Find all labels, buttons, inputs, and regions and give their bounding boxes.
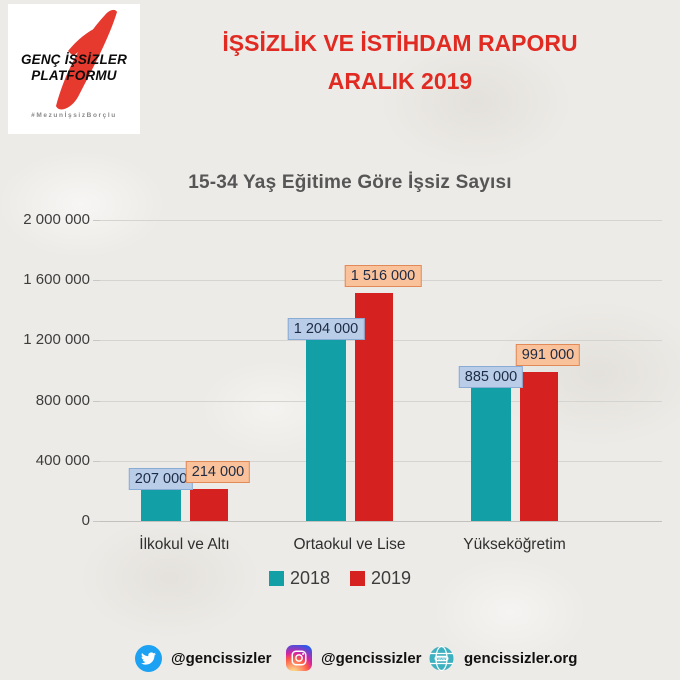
legend-swatch bbox=[350, 570, 365, 586]
instagram-handle: @gencissizler bbox=[321, 649, 422, 667]
twitter-item: @gencissizler bbox=[135, 640, 272, 676]
bar-value-label: 207 000 bbox=[128, 467, 194, 490]
chart-legend: 2018 2019 bbox=[0, 566, 680, 590]
x-category-label: İlkokul ve Altı bbox=[139, 536, 230, 553]
bar-2019-0 bbox=[190, 488, 228, 521]
y-axis-tick bbox=[93, 220, 100, 221]
instagram-icon bbox=[286, 645, 312, 671]
legend-item-2018: 2018 bbox=[268, 567, 330, 589]
bar-value-label: 885 000 bbox=[458, 365, 524, 388]
twitter-icon bbox=[135, 644, 162, 672]
bar-value-label: 214 000 bbox=[185, 460, 251, 483]
bar-2018-0 bbox=[141, 489, 181, 521]
y-axis-label: 400 000 bbox=[35, 452, 90, 469]
logo-hashtag: #MezunİşsizBorçlu bbox=[31, 112, 117, 119]
y-axis-tick bbox=[93, 521, 100, 522]
bar-2018-2 bbox=[471, 387, 511, 521]
y-axis-label: 800 000 bbox=[35, 392, 90, 409]
report-title-line2: ARALIK 2019 bbox=[327, 68, 473, 94]
bar-2019-2 bbox=[520, 371, 558, 521]
bar-value-label: 1 516 000 bbox=[344, 264, 422, 287]
legend-label: 2019 bbox=[371, 567, 412, 588]
x-category-label: Ortaokul ve Lise bbox=[293, 536, 406, 553]
report-title-line1: İŞSİZLİK VE İSTİHDAM RAPORU bbox=[222, 30, 578, 56]
globe-icon: www bbox=[428, 645, 455, 672]
logo: GENÇ İŞSİZLER PLATFORMU #MezunİşsizBorçl… bbox=[8, 4, 140, 134]
svg-text:www: www bbox=[436, 656, 448, 661]
y-axis-tick bbox=[93, 401, 100, 402]
logo-text: GENÇ İŞSİZLER PLATFORMU bbox=[8, 52, 140, 84]
logo-text-line1: GENÇ İŞSİZLER bbox=[20, 52, 128, 67]
logo-swoosh-icon bbox=[56, 9, 117, 110]
y-axis-tick bbox=[93, 461, 100, 462]
legend-item-2019: 2019 bbox=[350, 568, 411, 589]
y-axis-label: 1 200 000 bbox=[23, 331, 90, 348]
y-axis-label: 0 bbox=[81, 512, 90, 529]
legend-swatch bbox=[268, 570, 284, 586]
legend-label: 2018 bbox=[289, 567, 330, 588]
bar-value-label: 1 204 000 bbox=[287, 317, 365, 340]
website-item: www gencissizler.org bbox=[428, 640, 577, 676]
bar-2018-1 bbox=[306, 339, 346, 521]
x-category-label: Yükseköğretim bbox=[463, 536, 566, 553]
instagram-item: @gencissizler bbox=[286, 640, 422, 676]
y-axis-tick bbox=[93, 280, 100, 281]
website-url: gencissizler.org bbox=[464, 649, 578, 667]
y-axis-tick bbox=[93, 340, 100, 341]
chart-title: 15-34 Yaş Eğitime Göre İşsiz Sayısı bbox=[188, 172, 512, 193]
gridline bbox=[100, 521, 662, 522]
y-axis-label: 1 600 000 bbox=[23, 271, 90, 288]
footer: @gencissizler @gencissizler bbox=[0, 640, 680, 680]
twitter-handle: @gencissizler bbox=[171, 649, 272, 667]
gridline bbox=[100, 220, 662, 221]
bar-value-label: 991 000 bbox=[515, 343, 581, 366]
logo-text-line2: PLATFORMU bbox=[31, 68, 117, 83]
report-title: İŞSİZLİK VE İSTİHDAM RAPORU ARALIK 2019 bbox=[140, 24, 660, 100]
y-axis-label: 2 000 000 bbox=[23, 211, 90, 228]
